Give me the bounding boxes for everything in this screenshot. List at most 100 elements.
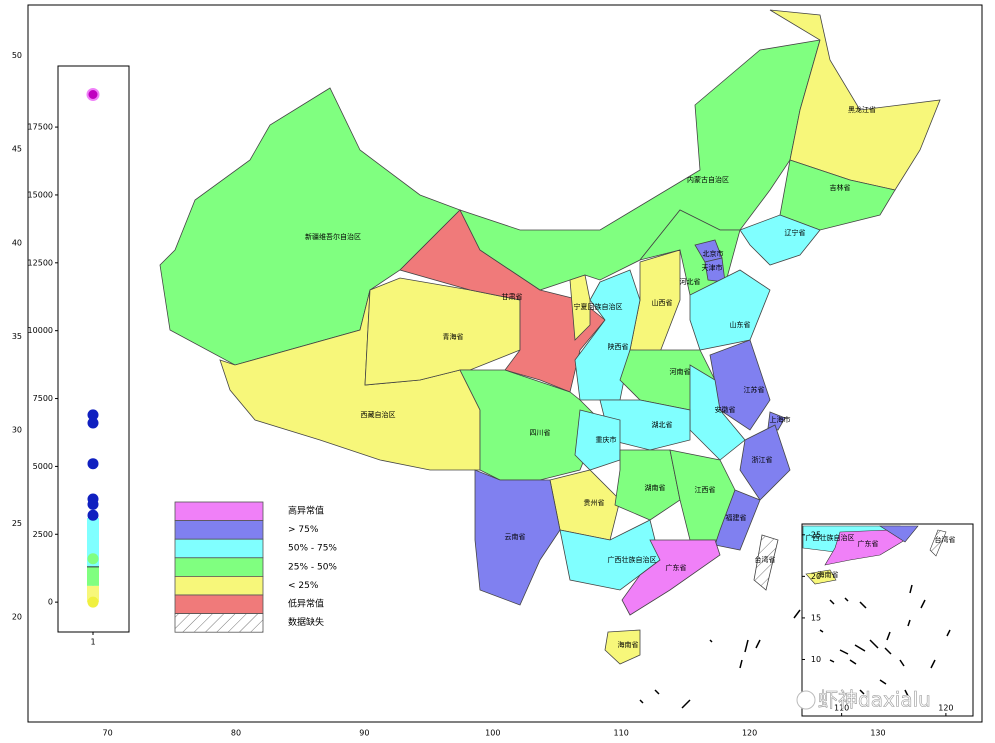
province	[769, 9, 941, 191]
y-tick-label: 20	[12, 613, 22, 622]
province	[604, 629, 641, 665]
province	[714, 489, 761, 551]
province-label: 广东省	[666, 563, 687, 572]
y-tick-label: 35	[12, 332, 22, 341]
inset-islands	[819, 584, 951, 697]
inset-shape	[805, 569, 837, 585]
province-label: 上海市	[770, 415, 791, 424]
legend-label: 低异常值	[288, 598, 324, 610]
legend-label: > 75%	[288, 525, 319, 535]
province-label: 湖北省	[652, 420, 673, 429]
x-tick-label: 130	[870, 729, 885, 738]
inset-label: 广东省	[858, 539, 879, 548]
y-tick-label: 10	[811, 655, 821, 664]
province-label: 北京市	[703, 249, 724, 258]
province-label: 重庆市	[596, 435, 617, 444]
province-label: 河北省	[680, 277, 701, 286]
y-tick-label: 7500	[33, 394, 53, 403]
box-segment	[87, 517, 99, 537]
y-tick-label: 45	[12, 145, 22, 154]
legend-label: 高异常值	[288, 505, 324, 517]
x-tick-label: 110	[834, 704, 849, 713]
outlier	[86, 88, 100, 102]
y-tick-label: 50	[12, 51, 22, 60]
y-tick-label: 10000	[28, 326, 53, 335]
legend-label: 25% - 50%	[288, 562, 337, 572]
province-label: 山东省	[730, 320, 751, 329]
outlier	[87, 596, 99, 608]
inset-frame	[801, 523, 974, 717]
province-label: 甘肃省	[502, 292, 523, 301]
x-tick-label: 90	[359, 729, 369, 738]
boxplot: 0 2500 5000 7500 10000 12500 15000 17500 1	[28, 65, 130, 647]
y-tick-label: 12500	[28, 258, 53, 267]
watermark-text: 虾神daxialu	[818, 688, 931, 712]
province-label: 新疆维吾尔自治区	[305, 232, 361, 241]
map-frame	[27, 4, 983, 723]
province	[459, 39, 821, 291]
y-tick-label: 40	[12, 238, 22, 247]
inset-label: 广西壮族自治区	[806, 533, 855, 542]
x-tick-label: 100	[485, 729, 500, 738]
outlier	[87, 498, 99, 510]
province-label: 黑龙江省	[848, 105, 876, 114]
box-segment	[87, 566, 99, 586]
x-tick-label: 110	[614, 729, 629, 738]
legend-swatch	[174, 520, 264, 540]
y-tick-label: 15	[811, 613, 821, 622]
inset-shape	[878, 525, 919, 543]
y-tick-label: 2500	[33, 530, 53, 539]
province-label: 福建省	[726, 513, 747, 522]
outlier	[87, 409, 99, 421]
province-label: 陕西省	[608, 342, 629, 351]
province-label: 云南省	[505, 532, 526, 541]
y-tick-label: 30	[12, 425, 22, 434]
province-label: 天津市	[702, 263, 723, 272]
province	[569, 274, 591, 341]
province	[739, 424, 791, 501]
legend-swatch	[174, 594, 264, 615]
legend-swatch	[174, 501, 264, 522]
x-tick-label: 120	[742, 729, 757, 738]
x-tick-label: 70	[103, 729, 113, 738]
province	[753, 534, 779, 591]
outlier	[87, 509, 99, 521]
province-label: 辽宁省	[785, 228, 806, 237]
province	[364, 277, 521, 386]
y-tick-label: 20	[811, 572, 821, 581]
province	[739, 214, 821, 266]
y-tick-label: 25	[811, 530, 821, 539]
x-tick-label: 120	[938, 704, 953, 713]
province-label: 吉林省	[830, 183, 851, 192]
legend-label: 数据缺失	[288, 616, 324, 628]
province-label: 台湾省	[755, 555, 776, 564]
province-label: 青海省	[443, 332, 464, 341]
y-tick-label: 25	[12, 519, 22, 528]
province-label: 海南省	[618, 640, 639, 649]
y-tick-label: 15000	[28, 190, 53, 199]
province	[767, 411, 786, 431]
province-label: 江西省	[695, 485, 716, 494]
province-label: 湖南省	[645, 483, 666, 492]
province	[459, 369, 601, 481]
inset-label: 海南省	[818, 570, 839, 579]
legend-label: 50% - 75%	[288, 544, 337, 554]
province-label: 山西省	[652, 298, 673, 307]
province-label: 河南省	[670, 367, 691, 376]
outlier	[87, 458, 99, 470]
province-label: 四川省	[530, 428, 551, 437]
legend-swatch	[174, 538, 264, 559]
watermark: 虾神daxialu	[796, 687, 931, 712]
province-label: 贵州省	[584, 498, 605, 507]
province-label: 西藏自治区	[361, 410, 396, 419]
y-tick-label: 0	[48, 598, 53, 607]
province-label: 内蒙古自治区	[687, 175, 729, 184]
province-label: 浙江省	[752, 455, 773, 464]
province	[621, 539, 721, 616]
inset-shape	[929, 529, 947, 557]
province-label: 江苏省	[744, 385, 765, 394]
watermark-icon	[796, 690, 816, 710]
